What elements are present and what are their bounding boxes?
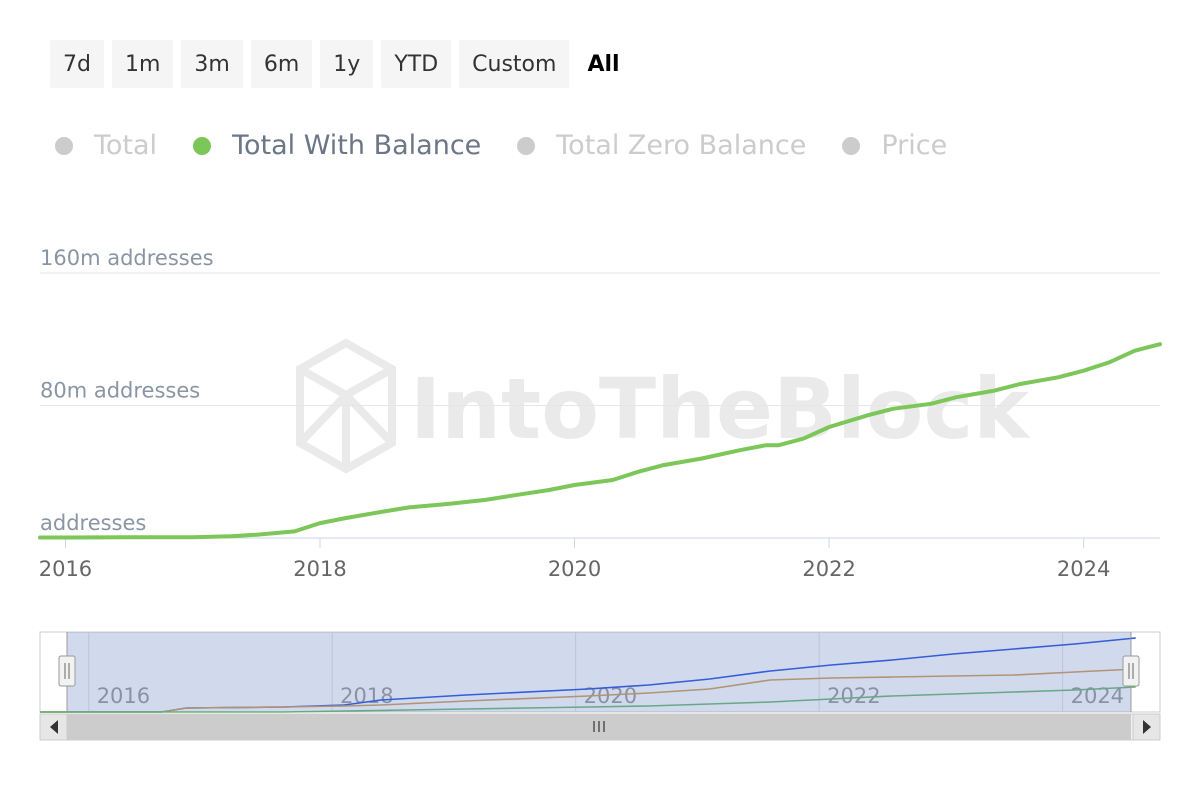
y-tick-label: 160m addresses	[40, 246, 214, 270]
navigator-tick-label: 2016	[97, 684, 150, 708]
x-axis: 2016 2018 2020 2022 2024	[39, 538, 1110, 581]
legend-item-total-zero-balance[interactable]: Total Zero Balance	[517, 130, 806, 161]
legend-label: Total Zero Balance	[556, 130, 807, 161]
range-selector: 7d 1m 3m 6m 1y YTD Custom All	[50, 40, 630, 88]
intotheblock-watermark: IntoTheBlock	[296, 338, 1031, 474]
legend-label: Total With Balance	[232, 130, 482, 161]
legend-dot-icon	[193, 136, 212, 155]
range-button-all[interactable]: All	[577, 40, 629, 88]
legend-dot-icon	[842, 136, 861, 155]
navigator-left-handle[interactable]	[58, 632, 76, 712]
x-tick-label: 2024	[1057, 557, 1110, 581]
watermark-text: IntoTheBlock	[410, 360, 1031, 458]
navigator-scrollbar[interactable]	[39, 713, 1161, 741]
navigator-selection-mask[interactable]	[67, 632, 1131, 712]
navigator-line-zero-balance	[40, 668, 1136, 713]
scroll-left-button[interactable]	[39, 713, 68, 741]
arrow-left-icon	[50, 720, 58, 734]
x-tick-label: 2018	[293, 557, 346, 581]
y-tick-label: 80m addresses	[40, 379, 200, 403]
range-button-7d[interactable]: 7d	[50, 40, 104, 88]
legend: Total Total With Balance Total Zero Balanc…	[55, 130, 983, 161]
navigator-background	[39, 631, 1161, 713]
legend-item-price[interactable]: Price	[842, 130, 947, 161]
legend-label: Total	[94, 130, 158, 161]
arrow-right-icon	[1143, 720, 1151, 734]
navigator-line-with-balance	[40, 686, 1136, 713]
series-line-total-with-balance	[38, 342, 1162, 540]
series-layer	[38, 342, 1162, 540]
range-button-ytd[interactable]: YTD	[381, 40, 452, 88]
range-button-3m[interactable]: 3m	[181, 40, 243, 88]
range-button-1y[interactable]: 1y	[320, 40, 374, 88]
legend-dot-icon	[55, 136, 73, 155]
gridlines	[40, 272, 1160, 539]
x-tick-label: 2016	[39, 557, 92, 581]
range-button-6m[interactable]: 6m	[250, 40, 313, 88]
x-tick-label: 2020	[548, 557, 601, 581]
scroll-right-button[interactable]	[1132, 713, 1161, 741]
legend-item-total-with-balance[interactable]: Total With Balance	[193, 130, 481, 161]
legend-dot-icon	[517, 136, 536, 155]
legend-item-total[interactable]: Total	[55, 130, 157, 161]
y-tick-label: addresses	[40, 511, 146, 535]
y-axis: addresses 80m addresses 160m addresses	[40, 246, 214, 535]
x-tick-label: 2022	[802, 557, 855, 581]
navigator-tick-label: 2022	[827, 684, 880, 708]
range-button-1m[interactable]: 1m	[111, 40, 174, 88]
legend-label: Price	[881, 130, 948, 161]
navigator-right-handle[interactable]	[1122, 632, 1140, 712]
range-button-custom[interactable]: Custom	[459, 40, 570, 88]
